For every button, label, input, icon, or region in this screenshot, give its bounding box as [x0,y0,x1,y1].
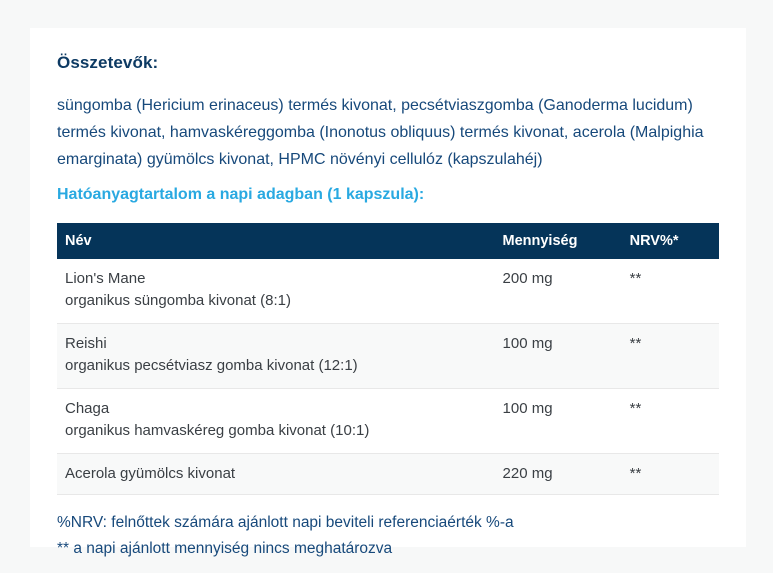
table-row: Acerola gyümölcs kivonat 220 mg ** [57,454,719,495]
actives-table-header: Név Mennyiség NRV%* [57,223,719,259]
row-name: Acerola gyümölcs kivonat [65,465,236,482]
cell-amount: 200 mg [502,270,553,287]
row-detail: organikus pecsétviasz gomba kivonat (12:… [65,357,358,374]
ingredients-text: süngomba (Hericium erinaceus) termés kiv… [57,97,704,168]
cell-amount: 100 mg [502,335,553,352]
cell-nrv: ** [629,400,642,417]
column-header-name: Név [65,233,92,249]
column-header-nrv: NRV%* [629,233,679,249]
table-row: Reishi organikus pecsétviasz gomba kivon… [57,324,719,389]
column-header-amount: Mennyiség [502,233,578,249]
cell-name: Lion's Mane organikus süngomba kivonat (… [57,268,503,312]
row-detail: organikus süngomba kivonat (8:1) [65,292,291,309]
actives-heading: Hatóanyagtartalom a napi adagban (1 kaps… [57,186,425,203]
cell-nrv: ** [629,270,642,287]
cell-name: Chaga organikus hamvaskéreg gomba kivona… [57,398,503,442]
cell-amount: 100 mg [502,400,553,417]
cell-name: Reishi organikus pecsétviasz gomba kivon… [57,333,503,377]
cell-name: Acerola gyümölcs kivonat [57,463,503,485]
row-detail: organikus hamvaskéreg gomba kivonat (10:… [65,422,370,439]
row-name: Chaga [65,400,110,417]
row-name: Reishi [65,335,107,352]
cell-amount: 220 mg [502,465,553,482]
actives-table: Név Mennyiség NRV%* Lion's Mane organiku… [57,223,719,495]
product-info-card: Összetevők: süngomba (Hericium erinaceus… [30,28,746,557]
cell-nrv: ** [629,335,642,352]
asterisk-footnote: ** a napi ajánlott mennyiség nincs megha… [57,540,393,557]
nrv-footnote: %NRV: felnőttek számára ajánlott napi be… [57,514,514,531]
cell-nrv: ** [629,465,642,482]
row-name: Lion's Mane [65,270,146,287]
table-row: Lion's Mane organikus süngomba kivonat (… [57,259,719,324]
footnotes: %NRV: felnőttek számára ajánlott napi be… [57,510,719,562]
table-row: Chaga organikus hamvaskéreg gomba kivona… [57,389,719,454]
ingredients-heading: Összetevők: [57,53,159,72]
